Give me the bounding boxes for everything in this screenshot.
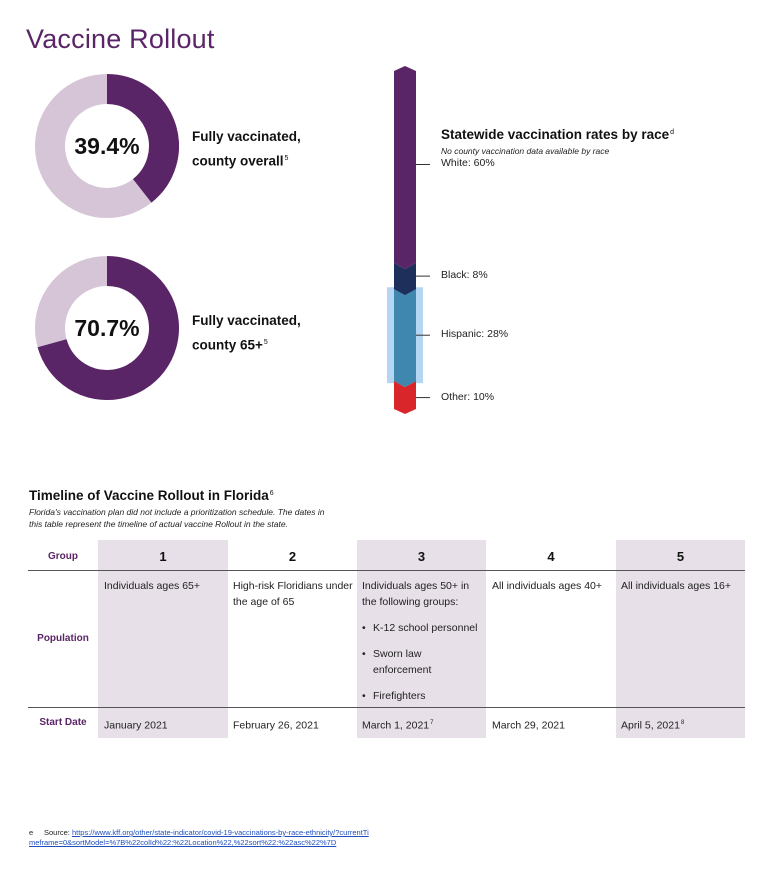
row-header-population: Population [37,633,89,644]
race-segment-other [394,381,416,414]
donut-label-line2: county 65+ [192,337,263,353]
donut-label-line1: Fully vaccinated, [192,313,301,328]
race-stacked-bar [387,66,430,414]
race-title-text: Statewide vaccination rates by race [441,127,670,142]
start-date-text: January 2021 [104,719,168,732]
population-bullet-list: K-12 school personnel Sworn law enforcem… [362,620,482,704]
column-header-group: 1 [159,549,167,564]
footnote-ref: 5 [284,155,289,162]
source-link[interactable]: https://www.kff.org/other/state-indicato… [29,828,369,847]
column-shade [616,540,745,738]
donut-chart-county-overall: 39.4% [35,74,179,218]
table-divider [28,707,745,708]
timeline-note: Florida's vaccination plan did not inclu… [29,507,325,529]
row-header-group: Group [48,551,78,562]
population-cell: Individuals ages 50+ in the following gr… [362,578,482,704]
donut-value: 39.4% [74,132,140,159]
race-segment-black [394,262,416,296]
donut-fill-arc [106,74,179,203]
donut-fill-arc [37,256,179,400]
population-cell: All individuals ages 40+ [492,580,603,592]
donut-label-line1: Fully vaccinated, [192,129,301,144]
footnote-ref: 6 [269,489,274,497]
page-title: Vaccine Rollout [26,24,215,54]
race-label-hispanic: Hispanic: 28% [441,328,509,341]
footnote-ref: 7 [430,720,434,726]
start-date-cell: February 26, 2021 [233,715,320,734]
race-chart-title: Statewide vaccination rates by raced [441,127,674,142]
timeline-title-text: Timeline of Vaccine Rollout in Florida [29,488,269,503]
start-date-cell: March 1, 20217 [362,715,433,734]
timeline-title: Timeline of Vaccine Rollout in Florida6 [29,488,274,503]
column-shade [98,540,228,738]
footnote-marker: e [29,828,34,837]
row-header-start-date: Start Date [39,717,87,728]
footnote-prefix: Source: [44,828,70,837]
list-item: K-12 school personnel [362,620,482,636]
list-item: Sworn law enforcement [362,646,482,678]
start-date-text: March 1, 2021 [362,719,430,732]
column-header-group: 2 [288,549,297,564]
race-label-black: Black: 8% [441,269,488,282]
start-date-cell: January 2021 [104,715,169,734]
donut-chart-county-65: 70.7% [35,256,179,400]
donut-label-county-65: Fully vaccinated, county 65+5 [192,310,301,357]
donut-label-county-overall: Fully vaccinated, county overall5 [192,126,301,173]
population-cell: High-risk Floridians under the age of 65 [233,580,353,608]
source-footnote: e Source: https://www.kff.org/other/state… [29,828,374,848]
race-segment-hispanic [394,289,416,388]
donut-ring [35,256,179,400]
column-header-group: 3 [417,549,426,564]
race-label-white: White: 60% [441,157,495,170]
start-date-cell: March 29, 2021 [492,715,566,734]
population-cell: Individuals ages 65+ [104,580,201,592]
race-label-other: Other: 10% [441,390,495,403]
start-date-cell: April 5, 20218 [621,715,684,734]
donut-value: 70.7% [74,314,140,341]
donut-label-line2: county overall [192,153,284,169]
column-header-group: 5 [676,549,685,564]
population-cell-text: Individuals ages 50+ in the following gr… [362,580,470,608]
start-date-text: April 5, 2021 [621,719,680,732]
population-cell: All individuals ages 16+ [621,580,732,592]
column-shade [357,540,486,738]
race-chart-note: No county vaccination data available by … [441,146,610,156]
start-date-text: February 26, 2021 [233,719,319,732]
footnote-ref: 8 [680,720,685,726]
donut-ring [35,74,179,218]
list-item: Firefighters [362,688,482,704]
race-segment-white [394,66,416,269]
start-date-text: March 29, 2021 [492,719,565,732]
footnote-ref: 5 [263,339,268,346]
table-divider [28,570,745,571]
column-header-group: 4 [547,549,555,564]
footnote-ref: d [670,128,675,136]
